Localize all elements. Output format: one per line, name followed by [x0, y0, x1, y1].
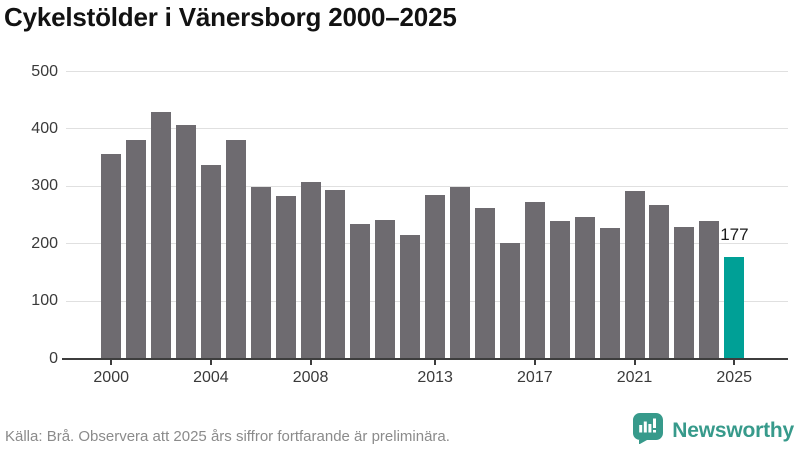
bar-2011: [375, 219, 396, 359]
newsworthy-wordmark: Newsworthy: [672, 419, 794, 442]
bar-2012: [400, 235, 421, 359]
bar-2020: [599, 227, 620, 359]
bar-2010: [350, 223, 371, 359]
x-tick-label-2021: 2021: [616, 369, 653, 386]
bar-2000: [101, 153, 122, 359]
x-axis-line: [62, 357, 788, 360]
x-tick-2025: [733, 359, 736, 365]
bar-2002: [151, 111, 172, 359]
x-tick-2017: [533, 359, 536, 365]
bar-2014: [450, 186, 471, 359]
x-tick-label-2008: 2008: [292, 369, 329, 386]
bar-2007: [275, 196, 296, 359]
gridline-500: [66, 71, 788, 72]
x-tick-label-2025: 2025: [716, 369, 752, 386]
value-label-2025: 177: [720, 224, 749, 244]
bar-2013: [425, 195, 446, 359]
y-tick-label-0: 0: [49, 349, 58, 367]
bar-2008: [300, 181, 321, 359]
chart-title: Cykelstölder i Vänersborg 2000–2025: [4, 2, 457, 32]
x-tick-2021: [633, 359, 636, 365]
y-tick-label-400: 400: [31, 119, 58, 137]
bar-2024: [699, 221, 720, 359]
bar-2004: [200, 165, 221, 359]
x-tick-2004: [209, 359, 212, 365]
x-tick-label-2004: 2004: [193, 369, 229, 386]
bar-2006: [250, 186, 271, 359]
bar-2003: [175, 125, 196, 359]
bar-2017: [524, 202, 545, 359]
bar-2009: [325, 190, 346, 359]
x-tick-label-2013: 2013: [417, 369, 453, 386]
bar-2021: [624, 191, 645, 359]
bar-2023: [674, 227, 695, 359]
bar-2016: [499, 243, 520, 359]
bar-2019: [574, 217, 595, 359]
y-tick-label-200: 200: [31, 234, 58, 252]
x-tick-2000: [110, 359, 113, 365]
gridline-400: [66, 128, 788, 130]
y-tick-label-100: 100: [31, 292, 58, 310]
gridline-300: [66, 185, 788, 187]
x-tick-2008: [309, 359, 312, 365]
newsworthy-icon: [633, 413, 664, 449]
y-tick-label-500: 500: [31, 62, 58, 80]
newsworthy-logo[interactable]: Newsworthy: [633, 413, 794, 449]
source-note: Källa: Brå. Observera att 2025 års siffr…: [5, 428, 450, 445]
x-tick-2013: [434, 359, 437, 365]
bar-2001: [126, 139, 147, 359]
bar-2005: [225, 139, 246, 359]
bar-2025: [724, 256, 745, 359]
bar-2022: [649, 205, 670, 359]
bar-2015: [475, 208, 495, 359]
y-tick-label-300: 300: [31, 177, 58, 195]
x-tick-label-2000: 2000: [93, 369, 129, 386]
bar-2018: [549, 220, 570, 359]
x-tick-label-2017: 2017: [517, 369, 553, 386]
